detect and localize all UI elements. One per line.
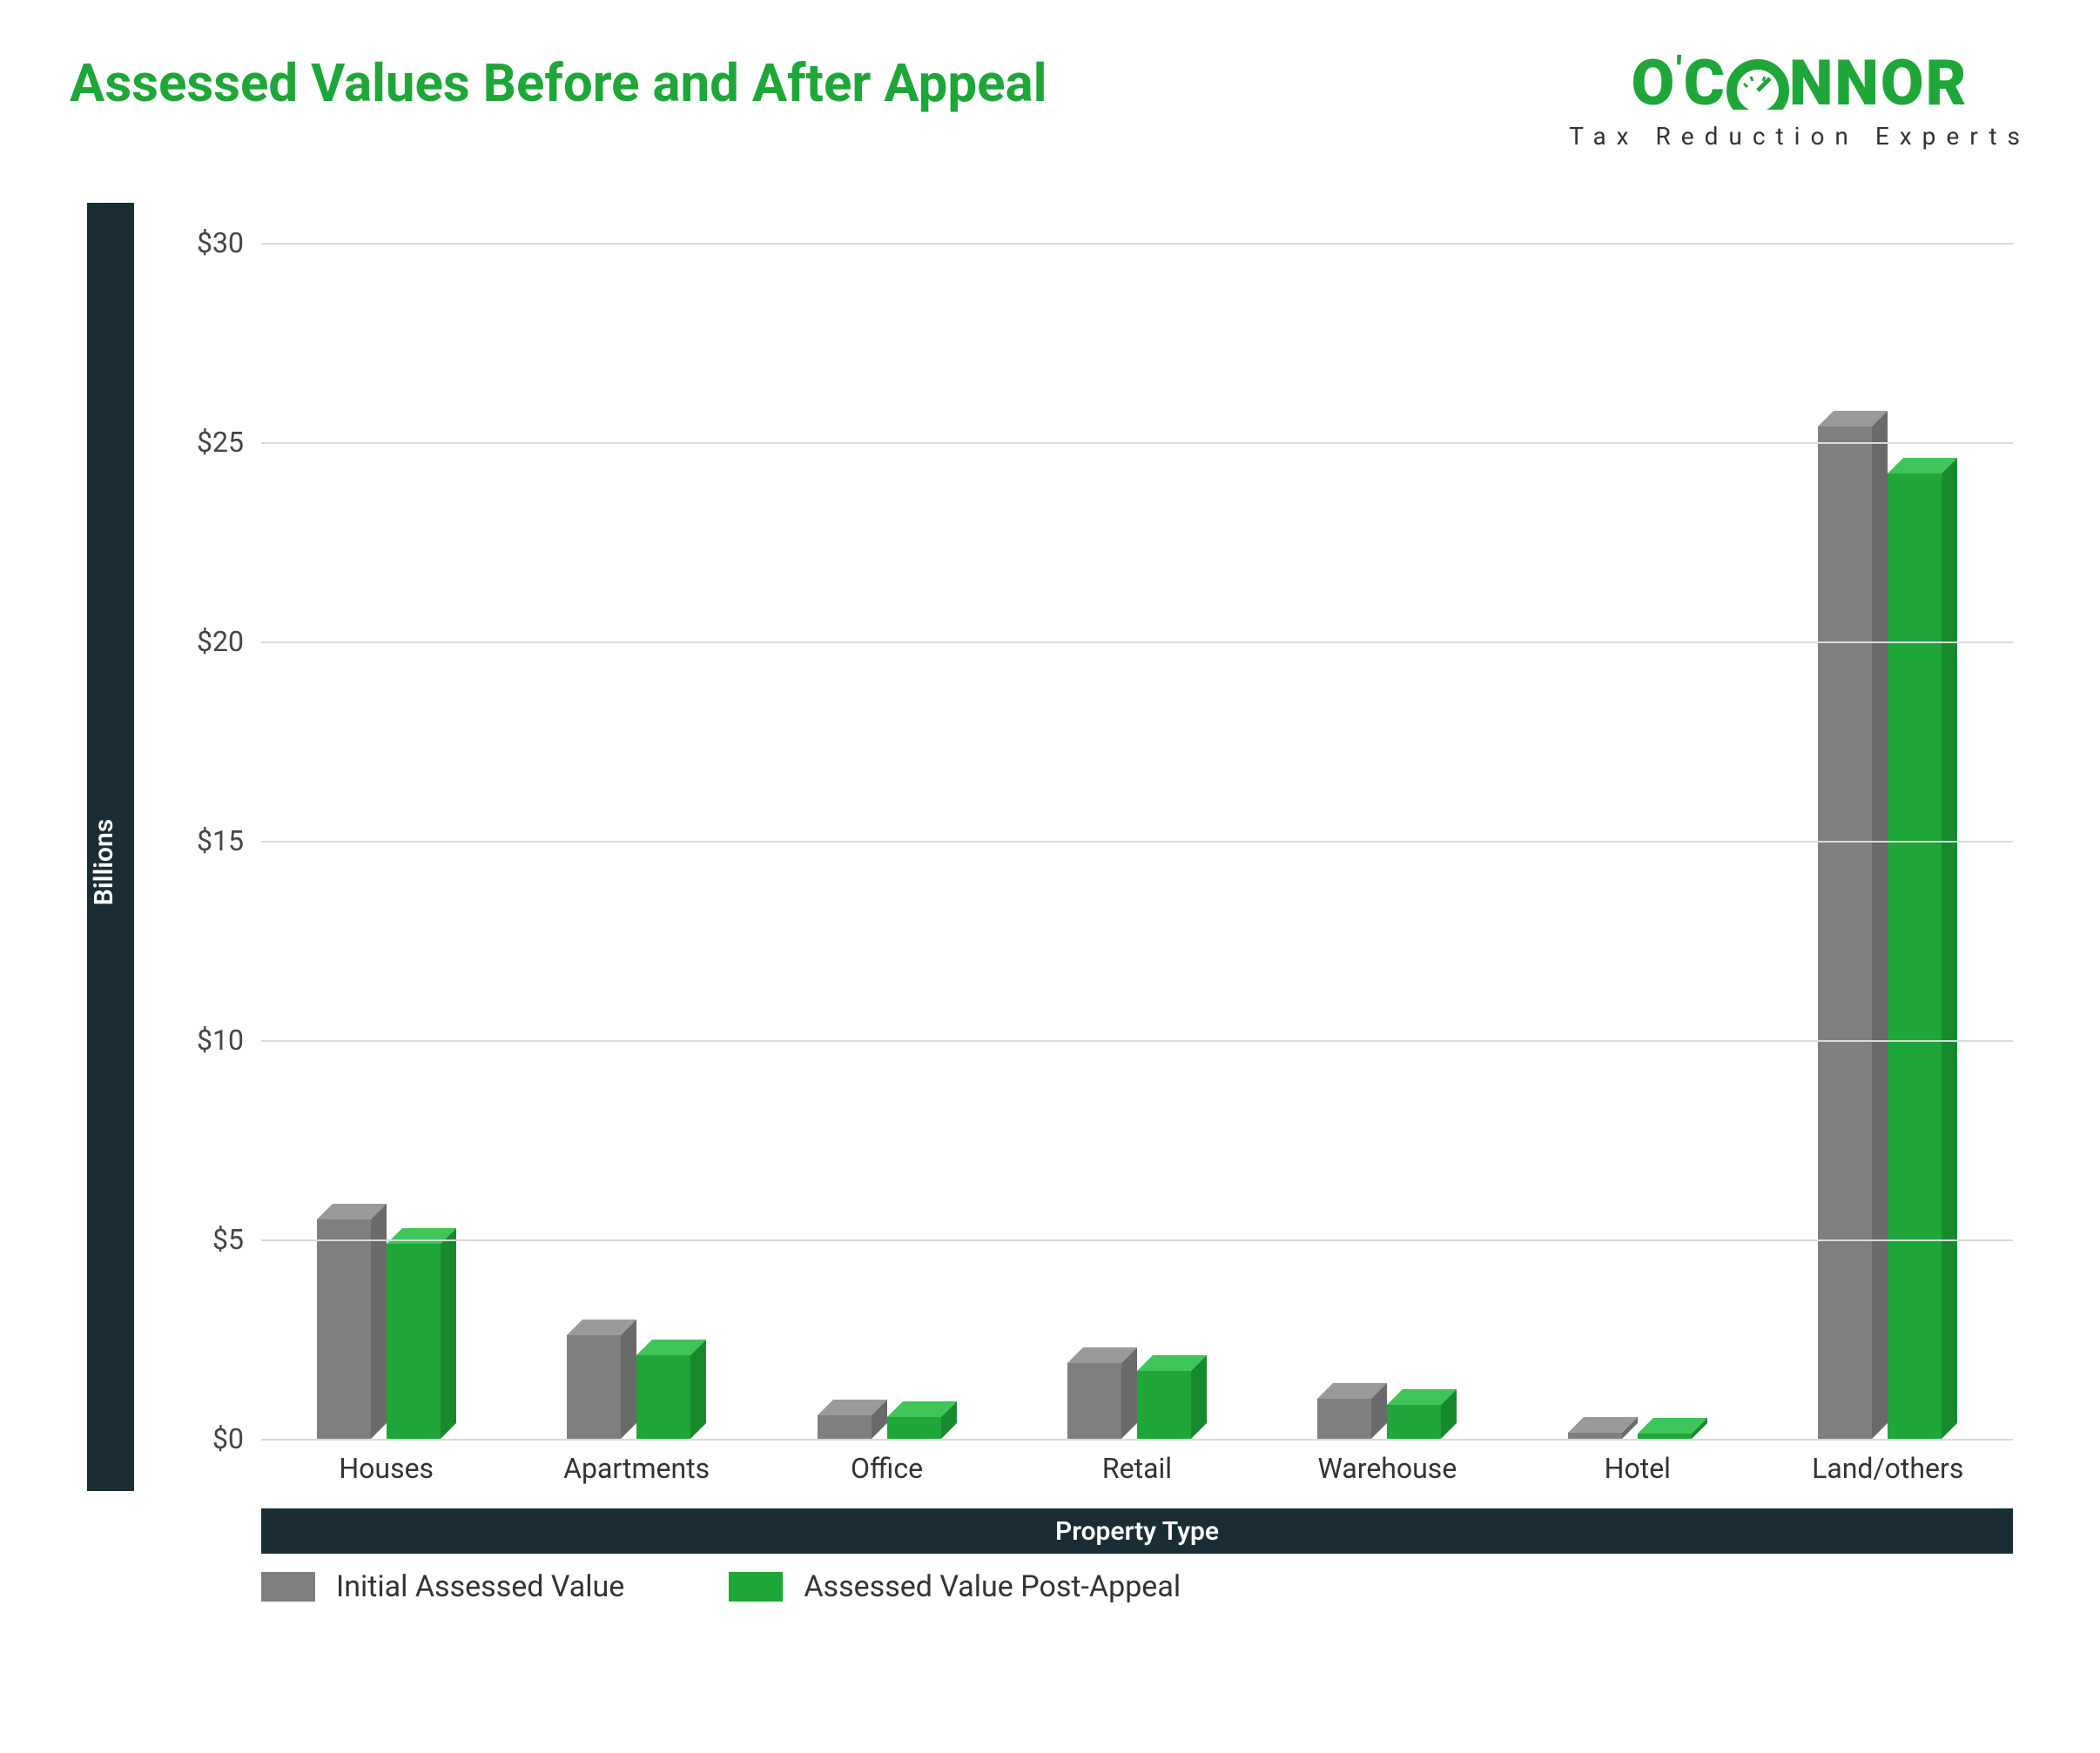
x-tick-label: Hotel [1551, 1452, 1725, 1485]
chart-area: Billions $0$5$10$15$20$25$30 HousesApart… [87, 203, 2013, 1561]
logo-main-text: O'CNNOR [1569, 52, 2030, 115]
bar [387, 1244, 441, 1439]
gridline [261, 1239, 2013, 1241]
bar-side [690, 1340, 706, 1439]
header: Assessed Values Before and After Appeal … [35, 35, 2065, 185]
bar-side [1872, 411, 1888, 1439]
bar [818, 1415, 872, 1439]
bar-group [567, 1335, 706, 1439]
bars-row [261, 203, 2013, 1439]
bar-group [317, 1219, 456, 1439]
y-tick-label: $30 [197, 226, 244, 259]
y-tick-label: $0 [212, 1422, 244, 1455]
bar [887, 1417, 941, 1439]
legend-swatch [729, 1572, 783, 1602]
gridline [261, 1040, 2013, 1042]
logo-letter: O [1632, 46, 1677, 120]
y-axis-label: Billions [89, 819, 119, 905]
bar-front [317, 1219, 371, 1439]
bar-group [818, 1415, 957, 1439]
x-tick-label: Houses [300, 1452, 474, 1485]
bar-front [1067, 1363, 1121, 1439]
bar [636, 1355, 690, 1439]
bar-front [818, 1415, 872, 1439]
x-axis-label: Property Type [1055, 1516, 1219, 1547]
logo-gauge-icon [1726, 52, 1789, 115]
bar-group [1818, 426, 1957, 1439]
plot-area: $0$5$10$15$20$25$30 [261, 203, 2013, 1439]
bar-side [441, 1228, 456, 1439]
bar-side [1121, 1347, 1137, 1439]
bar-front [1317, 1399, 1371, 1439]
x-tick-label: Warehouse [1300, 1452, 1474, 1485]
y-tick-label: $15 [197, 824, 244, 857]
bar [1568, 1433, 1622, 1439]
bar [1387, 1405, 1441, 1439]
bar-side [621, 1320, 636, 1439]
x-tick-label: Apartments [549, 1452, 724, 1485]
bar [1067, 1363, 1121, 1439]
bar-group [1568, 1433, 1707, 1439]
y-tick-label: $10 [197, 1024, 244, 1057]
bar-group [1317, 1399, 1457, 1439]
bar-side [1191, 1355, 1207, 1439]
bar-front [887, 1417, 941, 1439]
x-tick-label: Office [800, 1452, 974, 1485]
logo-apostrophe: ' [1676, 49, 1683, 90]
gridline [261, 1439, 2013, 1441]
legend-swatch [261, 1572, 315, 1602]
bar [567, 1335, 621, 1439]
bar-front [636, 1355, 690, 1439]
logo-letter: C [1684, 46, 1726, 120]
gridline [261, 641, 2013, 643]
bar [1818, 426, 1872, 1439]
logo: O'CNNOR Tax Reduction Experts [1569, 52, 2030, 151]
bar-front [1568, 1433, 1622, 1439]
y-tick-label: $5 [212, 1223, 244, 1256]
legend-item: Assessed Value Post-Appeal [729, 1569, 1181, 1604]
gridline [261, 841, 2013, 843]
chart-title: Assessed Values Before and After Appeal [70, 52, 1047, 114]
x-tick-label: Land/others [1800, 1452, 1975, 1485]
bar [317, 1219, 371, 1439]
bar-front [567, 1335, 621, 1439]
legend-label: Initial Assessed Value [336, 1569, 624, 1604]
gridline [261, 243, 2013, 245]
bar-front [1888, 474, 1942, 1439]
y-tick-label: $20 [197, 625, 244, 658]
y-tick-label: $25 [197, 426, 244, 459]
x-axis-bar: Property Type [261, 1508, 2013, 1554]
bar-front [387, 1244, 441, 1439]
bar [1137, 1371, 1191, 1439]
bar-front [1137, 1371, 1191, 1439]
bar-front [1818, 426, 1872, 1439]
bar-group [1067, 1363, 1207, 1439]
legend-item: Initial Assessed Value [261, 1569, 624, 1604]
logo-sub-text: Tax Reduction Experts [1569, 122, 2030, 151]
bar-front [1387, 1405, 1441, 1439]
bar [1317, 1399, 1371, 1439]
x-axis-labels: Houses Apartments Office Retail Warehouse Hot… [261, 1452, 2013, 1485]
logo-letter: NNOR [1789, 46, 1969, 120]
gridline [261, 442, 2013, 444]
x-tick-label: Retail [1050, 1452, 1224, 1485]
legend-label: Assessed Value Post-Appeal [804, 1569, 1181, 1604]
legend: Initial Assessed Value Assessed Value Pos… [261, 1569, 1181, 1604]
bar-side [1942, 458, 1957, 1439]
bar [1888, 474, 1942, 1439]
